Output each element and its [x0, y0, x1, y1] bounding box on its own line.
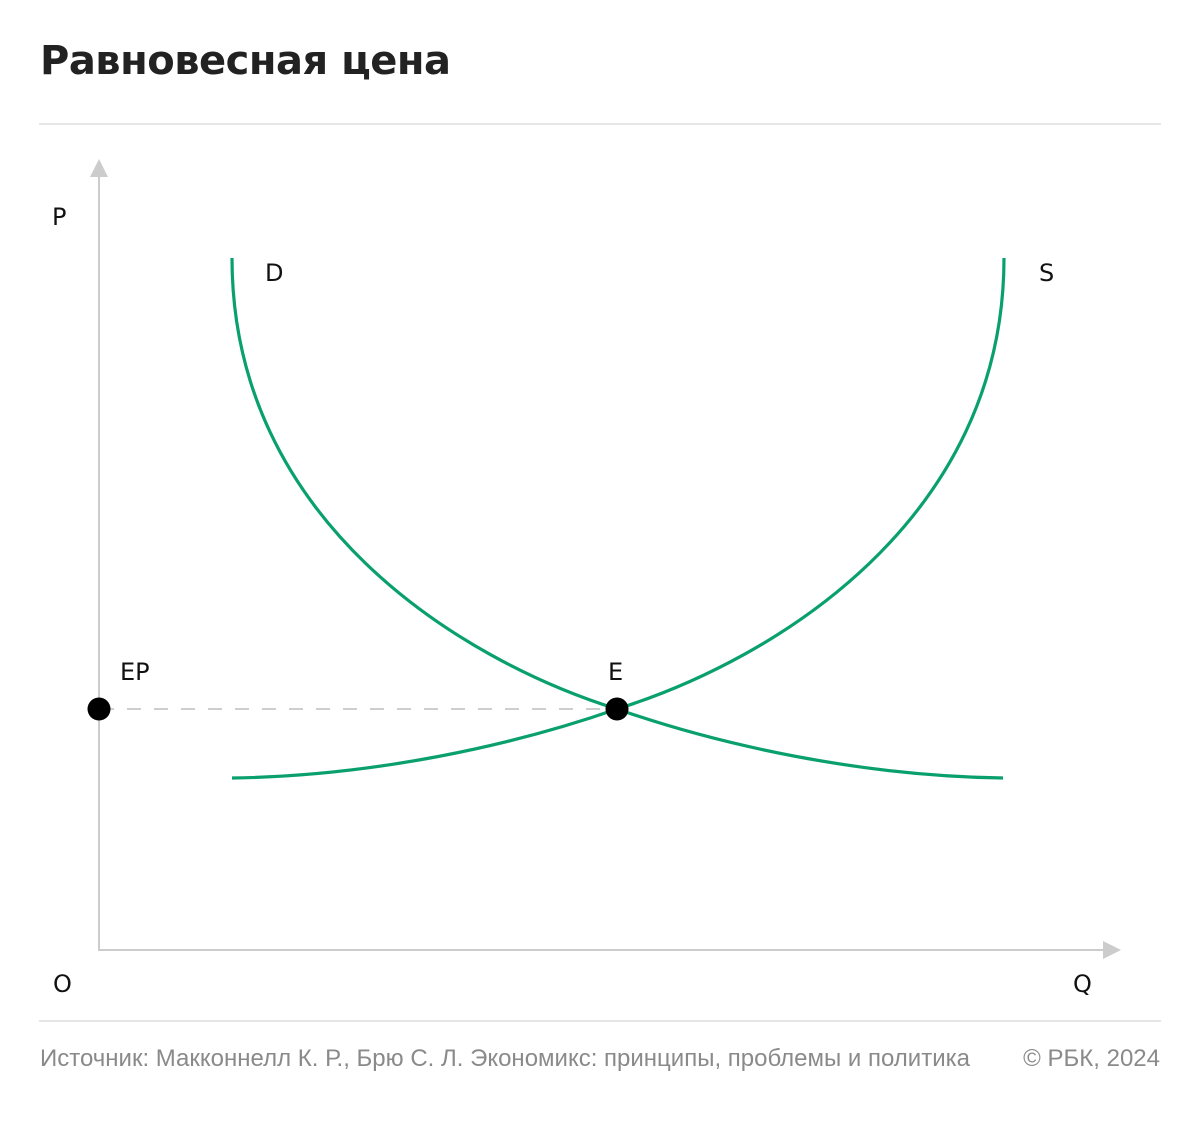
supply-label: S [1039, 259, 1054, 287]
equilibrium-price-point [87, 697, 111, 721]
q-axis-label: Q [1073, 970, 1092, 998]
bottom-divider [39, 1020, 1161, 1022]
supply-curve [231, 257, 1006, 780]
equilibrium-label: E [608, 658, 623, 686]
q-axis-arrow-icon [1103, 941, 1121, 959]
copyright-text: © РБК, 2024 [1023, 1045, 1160, 1072]
demand-label: D [265, 259, 283, 287]
footer: Источник: Макконнелл К. Р., Брю С. Л. Эк… [40, 1043, 1162, 1075]
origin-label: O [53, 970, 72, 998]
p-axis-label: P [52, 203, 66, 231]
source-text: Источник: Макконнелл К. Р., Брю С. Л. Эк… [40, 1045, 970, 1072]
equilibrium-point [605, 697, 629, 721]
chart-title: Равновесная цена [40, 38, 451, 84]
demand-curve [230, 257, 1004, 780]
p-axis-arrow-icon [90, 159, 108, 177]
top-divider [39, 123, 1161, 125]
equilibrium-price-label: EP [120, 658, 150, 686]
axes [90, 159, 1121, 959]
